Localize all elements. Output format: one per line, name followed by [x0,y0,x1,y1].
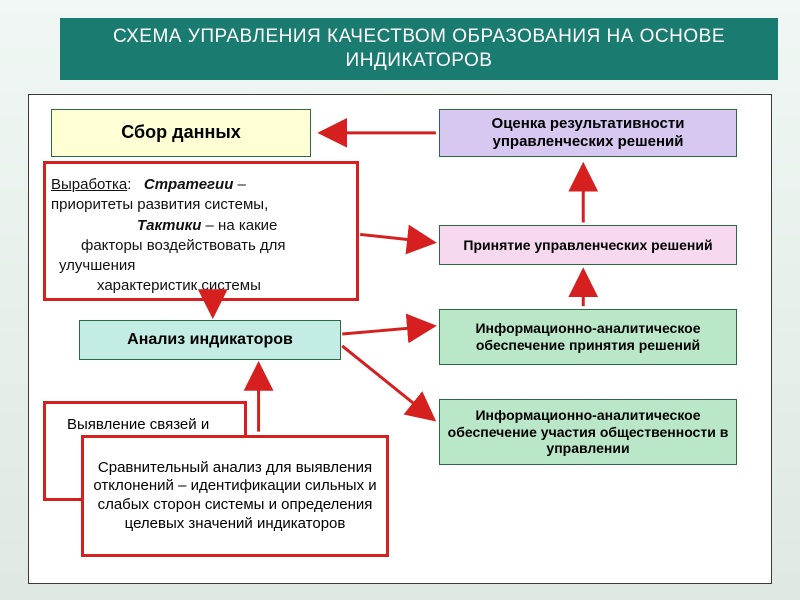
box-decide-label: Принятие управленческих решений [463,237,712,254]
title-bar: СХЕМА УПРАВЛЕНИЯ КАЧЕСТВОМ ОБРАЗОВАНИЯ Н… [60,18,778,80]
red-frame-strategy [43,161,359,301]
box-evaluate: Оценка результативности управленческих р… [439,109,737,157]
box-analysis-label: Анализ индикаторов [127,330,293,349]
box-info2-label: Информационно-аналитическое обеспечение … [446,407,730,457]
box-evaluate-label: Оценка результативности управленческих р… [446,115,730,151]
box-info1: Информационно-аналитическое обеспечение … [439,309,737,365]
box-analysis: Анализ индикаторов [79,320,341,360]
diagram-canvas: Сбор данных Оценка результативности упра… [28,94,772,584]
box-info2: Информационно-аналитическое обеспечение … [439,399,737,465]
overlay-box: Сравнительный анализ для выявления откло… [81,435,389,557]
overlay-label: Сравнительный анализ для выявления откло… [90,459,380,534]
box-info1-label: Информационно-аналитическое обеспечение … [446,320,730,354]
page-title: СХЕМА УПРАВЛЕНИЯ КАЧЕСТВОМ ОБРАЗОВАНИЯ Н… [78,25,760,73]
box-collect: Сбор данных [51,109,311,157]
box-decide: Принятие управленческих решений [439,225,737,265]
box-collect-label: Сбор данных [121,122,240,144]
